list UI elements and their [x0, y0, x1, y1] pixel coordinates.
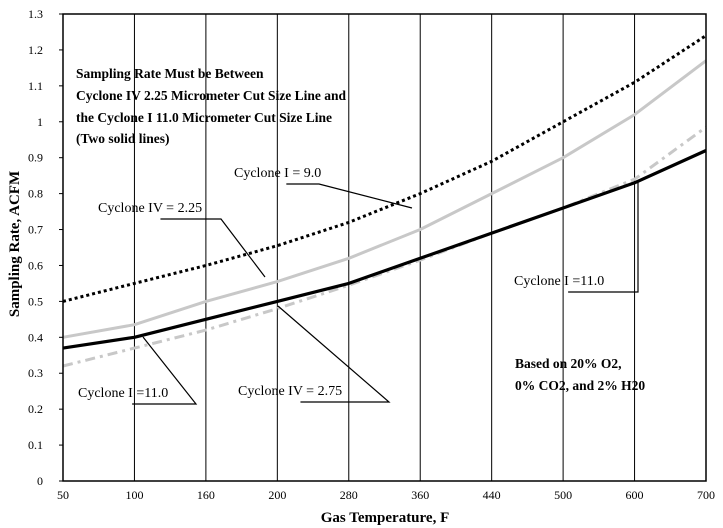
callout-leader — [277, 305, 391, 403]
callout-leader — [132, 336, 198, 405]
note-line: Cyclone IV 2.25 Micrometer Cut Size Line… — [76, 88, 346, 103]
callout-leader — [568, 181, 639, 293]
x-tick-label: 200 — [268, 488, 286, 502]
y-axis-title: Sampling Rate, ACFM — [7, 171, 23, 317]
note-line: (Two solid lines) — [76, 131, 170, 146]
y-tick-label: 0.1 — [28, 438, 43, 452]
series-lines — [62, 34, 707, 368]
gridlines — [133, 14, 636, 481]
x-tick-label: 500 — [554, 488, 572, 502]
y-tick-label: 0.4 — [28, 330, 43, 344]
series-line — [62, 59, 707, 339]
constraint-note: Sampling Rate Must be Between Cyclone IV… — [76, 66, 346, 146]
x-tick-label: 100 — [125, 488, 143, 502]
callout-leader — [160, 218, 266, 278]
y-tick-label: 1.1 — [28, 79, 43, 93]
x-tick-label: 700 — [697, 488, 715, 502]
y-tick-label: 0.2 — [28, 402, 43, 416]
x-tick-label: 440 — [483, 488, 501, 502]
series-line — [62, 149, 707, 350]
y-tick-label: 0.5 — [28, 294, 43, 308]
callout-label: Cyclone IV = 2.75 — [238, 384, 342, 399]
y-tick-label: 0.8 — [28, 187, 43, 201]
y-tick-label: 1.3 — [28, 7, 43, 21]
basis-note: Based on 20% O2, 0% CO2, and 2% H20 — [515, 356, 645, 393]
callout-label: Cyclone I =11.0 — [514, 274, 604, 289]
x-axis-title: Gas Temperature, F — [321, 510, 449, 526]
y-tick-label: 0.7 — [28, 223, 43, 237]
y-tick-label: 0 — [37, 474, 43, 488]
callouts: Cyclone I = 9.0 Cyclone IV = 2.25 Cyclone … — [78, 166, 639, 405]
y-tick-label: 1 — [37, 115, 43, 129]
x-tick-label: 600 — [626, 488, 644, 502]
y-tick-label: 0.9 — [28, 151, 43, 165]
callout-label: Cyclone I =11.0 — [78, 386, 168, 401]
tick-labels: 50 100 160 200 280 360 440 500 600 700 0 0.1 0.2 0.3 0… — [28, 7, 715, 502]
basis-line: 0% CO2, and 2% H20 — [515, 378, 645, 393]
y-tick-label: 0.3 — [28, 366, 43, 380]
callout-leader — [286, 183, 413, 209]
y-tick-label: 0.6 — [28, 258, 43, 272]
series-line — [62, 34, 707, 303]
x-tick-label: 50 — [57, 488, 69, 502]
x-tick-label: 160 — [197, 488, 215, 502]
callout-label: Cyclone I = 9.0 — [234, 166, 321, 181]
callout-label: Cyclone IV = 2.25 — [98, 201, 202, 216]
y-tick-label: 1.2 — [28, 43, 43, 57]
note-line: Sampling Rate Must be Between — [76, 66, 264, 81]
note-line: the Cyclone I 11.0 Micrometer Cut Size L… — [76, 110, 332, 125]
basis-line: Based on 20% O2, — [515, 356, 622, 371]
x-tick-label: 280 — [340, 488, 358, 502]
x-tick-label: 360 — [411, 488, 429, 502]
plot-frame — [62, 13, 707, 482]
